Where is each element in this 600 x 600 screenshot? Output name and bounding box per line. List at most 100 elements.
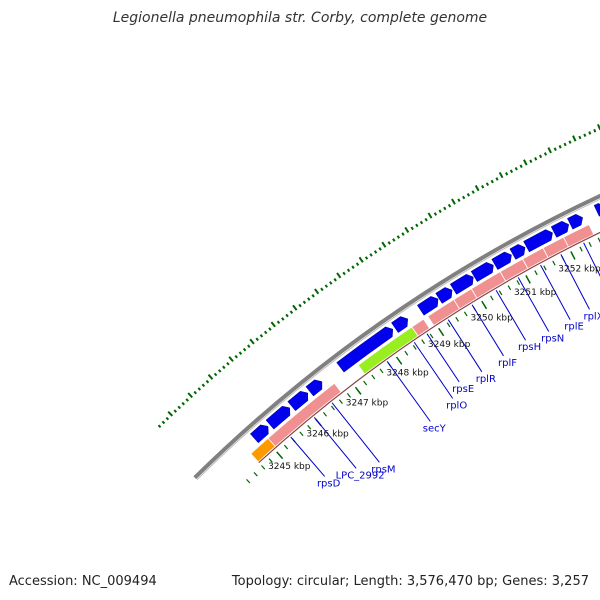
gene-leader	[313, 416, 357, 469]
scale-tick	[379, 368, 384, 374]
gc-dot	[329, 281, 333, 285]
gc-dot	[466, 193, 471, 197]
gc-dot	[490, 179, 494, 184]
gc-dot	[351, 265, 355, 270]
scale-tick	[363, 380, 368, 386]
gc-dot	[193, 390, 198, 395]
gc-dot	[298, 303, 302, 308]
gc-dot	[242, 347, 247, 352]
scale-tick	[371, 374, 376, 380]
gene-leader	[560, 254, 590, 310]
gc-dot	[387, 241, 391, 245]
map-title: Legionella pneumophila str. Corby, compl…	[112, 10, 488, 26]
gc-dot	[217, 369, 222, 373]
scale-tick	[307, 424, 312, 430]
forward-gene	[523, 229, 553, 253]
gc-dot	[381, 241, 387, 248]
scale-tick	[579, 246, 583, 252]
gene-leader	[495, 289, 526, 341]
scale-tick	[276, 451, 284, 460]
forward-gene	[509, 244, 526, 260]
forward-gene	[435, 287, 453, 304]
gc-dot	[324, 284, 329, 288]
gc-dot	[427, 212, 433, 219]
forward-strand-layer	[249, 203, 600, 444]
gc-dot	[509, 169, 514, 174]
gc-dot	[259, 334, 264, 338]
gc-dot	[355, 262, 360, 266]
gc-dot	[433, 212, 438, 216]
gc-dot	[523, 159, 528, 166]
gene-leader	[426, 333, 460, 383]
scale-label: 3247 kbp	[346, 398, 389, 408]
scale-tick	[490, 295, 494, 301]
gc-dot	[185, 398, 189, 402]
gc-dot	[547, 147, 552, 154]
forward-gene	[449, 274, 474, 295]
gc-dot	[205, 379, 210, 384]
gc-dot	[333, 277, 337, 282]
reverse-gene	[411, 318, 431, 337]
gene-label: LPC_2992	[336, 470, 385, 481]
gene-label: rplF	[498, 358, 517, 369]
scale-tick	[438, 327, 445, 337]
scale-tick	[534, 270, 538, 276]
gene-leader	[583, 242, 600, 277]
forward-gene	[287, 390, 309, 412]
gc-dot	[314, 288, 320, 295]
gene-leader	[290, 436, 326, 477]
scale-label: 3251 kbp	[514, 288, 557, 298]
scale-tick	[429, 333, 434, 339]
gc-dot	[270, 321, 276, 328]
labels-layer: 3245 kbp 3246 kbp 3247 kbp 3248 kbp 3249 kbp…	[268, 264, 600, 489]
backbone-line	[193, 193, 600, 480]
gc-dot	[514, 166, 518, 171]
gc-dot	[173, 409, 178, 413]
gc-dot	[457, 198, 461, 203]
gene-leader	[517, 277, 550, 332]
gc-dot	[438, 209, 442, 214]
reverse-strand-layer	[250, 224, 600, 464]
gc-dot	[165, 416, 170, 421]
gc-dot	[263, 330, 268, 335]
gc-dot	[529, 159, 533, 164]
scale-tick	[246, 478, 251, 484]
gene-leader	[331, 402, 380, 463]
gene-label: rplR	[476, 374, 496, 385]
scale-tick	[261, 465, 266, 470]
scale-tick	[481, 300, 488, 310]
gc-dot	[181, 401, 185, 406]
gc-dot	[358, 256, 364, 263]
gc-dot	[226, 361, 230, 366]
scale-tick	[268, 458, 273, 463]
forward-gene	[593, 203, 600, 217]
gc-dot	[583, 133, 587, 138]
forward-gene	[391, 316, 408, 333]
gc-dot	[177, 405, 181, 410]
gc-dot	[302, 300, 307, 305]
scale-tick	[588, 242, 592, 248]
scale-label: 3245 kbp	[268, 462, 311, 472]
gc-dot	[543, 152, 548, 156]
scale-tick	[552, 260, 556, 266]
forward-gene	[416, 296, 439, 316]
gc-dot	[563, 142, 567, 147]
reverse-gene	[563, 224, 595, 248]
scale-label: 3246 kbp	[306, 430, 349, 440]
gc-dot	[311, 293, 315, 298]
scale-label: 3250 kbp	[470, 313, 513, 323]
scale-tick	[543, 265, 547, 271]
gc-dot	[474, 185, 480, 192]
forward-gene	[470, 262, 494, 282]
gc-dot	[424, 217, 428, 222]
gc-dot	[392, 238, 396, 242]
gc-dot	[568, 140, 572, 144]
gc-dot	[415, 223, 419, 228]
gc-dot	[320, 287, 324, 292]
gene-label: rplO	[446, 400, 467, 411]
gc-dot	[201, 383, 206, 388]
gene-leader	[447, 319, 483, 373]
scale-tick	[253, 472, 258, 477]
gc-dot	[462, 195, 466, 200]
gc-dot	[404, 226, 410, 233]
